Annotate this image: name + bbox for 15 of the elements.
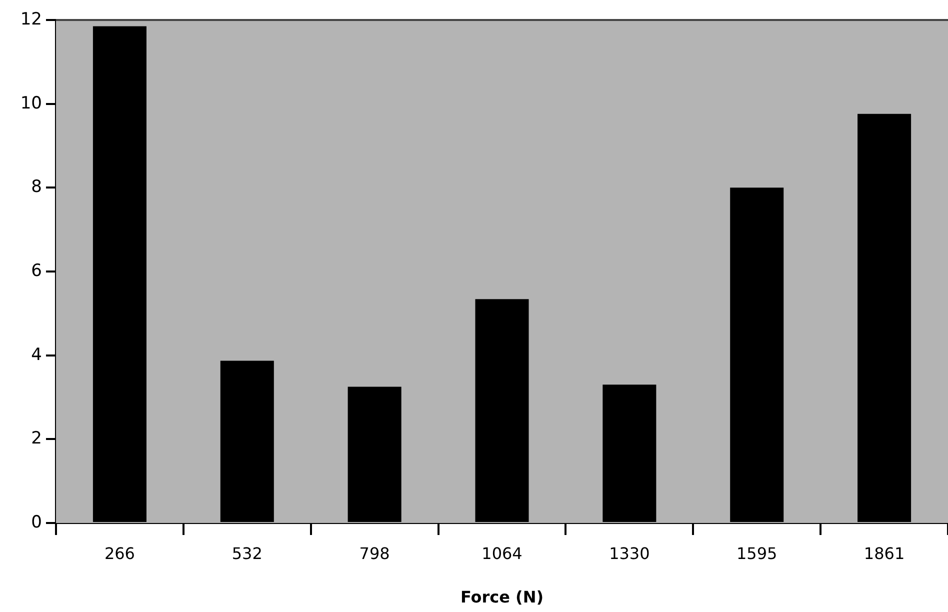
y-tick-label: 6 (31, 260, 42, 281)
x-axis-title: Force (N) (460, 588, 544, 607)
x-tick-label: 1330 (609, 544, 650, 563)
y-tick-label: 10 (20, 93, 42, 114)
x-tick-label: 266 (104, 544, 135, 563)
x-tick-label: 532 (232, 544, 262, 563)
y-tick-label: 2 (31, 428, 42, 449)
y-tick-label: 0 (31, 512, 42, 532)
x-tick-label: 1595 (736, 544, 778, 563)
x-tick-label: 798 (359, 544, 390, 563)
y-tick-label: 8 (31, 177, 42, 198)
y-tick-label: 4 (31, 344, 42, 365)
y-tick-label: 12 (20, 9, 42, 30)
x-tick-label: 1064 (482, 544, 522, 563)
x-tick-label: 1861 (864, 544, 905, 563)
